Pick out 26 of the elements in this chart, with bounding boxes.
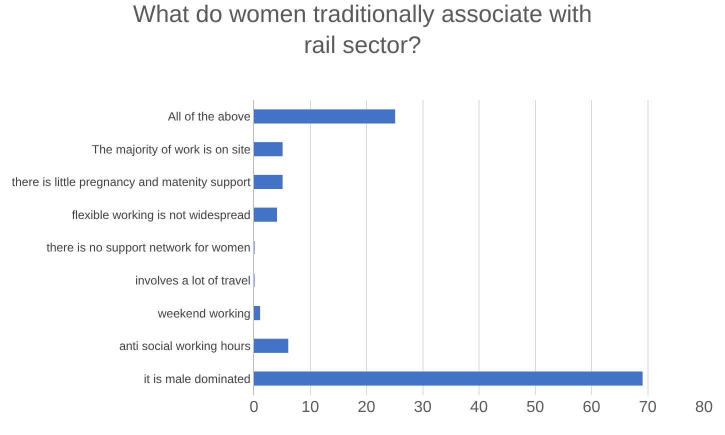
x-tick-label: 70 (638, 399, 657, 416)
x-tick-label: 50 (526, 399, 544, 416)
bar (254, 142, 283, 156)
bar (254, 372, 643, 386)
bar (254, 174, 283, 189)
bar (254, 338, 288, 353)
x-tick-label: 30 (414, 399, 432, 416)
y-tick-label: anti social working hours (119, 339, 251, 354)
x-tick-label: 40 (470, 399, 488, 416)
x-tick-label: 80 (695, 399, 713, 416)
y-tick-label: it is male dominated (144, 372, 251, 386)
y-tick-label: All of the above (168, 110, 251, 124)
y-tick-label: there is no support network for women (46, 240, 251, 255)
x-tick-label: 10 (301, 399, 320, 416)
y-tick-label: flexible working is not widespread (72, 208, 251, 222)
x-tick-label: 20 (358, 399, 376, 416)
x-tick-label: 0 (250, 399, 259, 416)
bar (254, 306, 260, 320)
chart-title: What do women traditionally associate with rail sector? (133, 0, 592, 59)
y-tick-label: The majority of work is on site (92, 142, 251, 156)
y-tick-label: weekend working (156, 306, 251, 320)
bar (254, 208, 277, 222)
bar (254, 109, 396, 124)
x-tick-label: 60 (582, 399, 600, 416)
y-tick-label: involves a lot of travel (135, 273, 251, 288)
y-tick-label: there is little pregnancy and matenity support (12, 175, 252, 190)
